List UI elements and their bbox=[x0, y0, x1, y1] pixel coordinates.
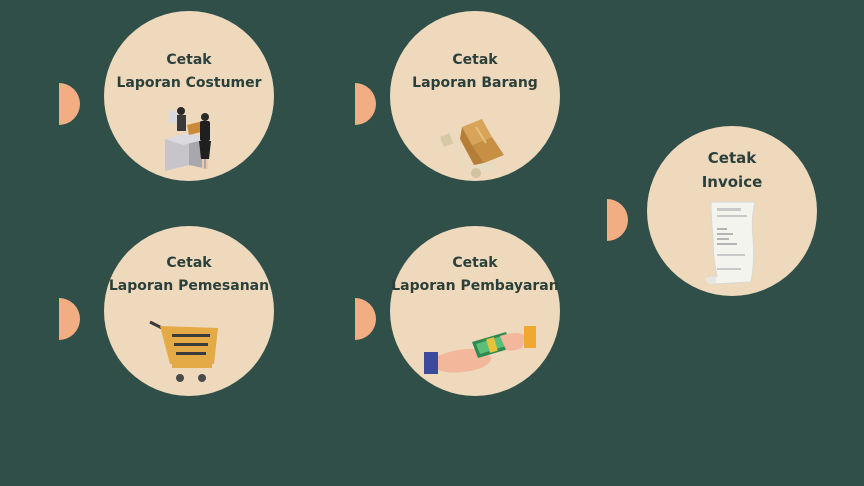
side-tab-barang[interactable] bbox=[355, 83, 376, 125]
side-tab-invoice[interactable] bbox=[607, 199, 628, 241]
card-title-line2: Invoice bbox=[701, 173, 763, 191]
card-title: Cetak Laporan Costumer bbox=[104, 49, 274, 95]
card-title-line1: Cetak bbox=[166, 255, 212, 271]
boxes-trolley-icon bbox=[440, 119, 504, 178]
card-title: Cetak Invoice bbox=[647, 146, 817, 194]
card-laporan-costumer[interactable]: Cetak Laporan Costumer bbox=[104, 11, 274, 181]
side-tab-pembayaran[interactable] bbox=[355, 298, 376, 340]
payment-money-icon bbox=[424, 326, 536, 374]
card-title: Cetak Laporan Pemesanan bbox=[104, 252, 274, 298]
card-title-line1: Cetak bbox=[452, 52, 498, 68]
card-laporan-barang[interactable]: Cetak Laporan Barang bbox=[390, 11, 560, 181]
card-title-line2: Laporan Pembayaran bbox=[391, 278, 559, 294]
card-title-line1: Cetak bbox=[452, 255, 498, 271]
side-tab-pemesanan[interactable] bbox=[59, 298, 80, 340]
card-laporan-pemesanan[interactable]: Cetak Laporan Pemesanan bbox=[104, 226, 274, 396]
card-title-line2: Laporan Barang bbox=[412, 75, 538, 91]
card-title-line1: Cetak bbox=[166, 52, 212, 68]
card-title-line1: Cetak bbox=[707, 149, 757, 167]
card-invoice[interactable]: Cetak Invoice bbox=[647, 126, 817, 296]
card-title-line2: Laporan Costumer bbox=[116, 75, 262, 91]
shopping-cart-icon bbox=[149, 320, 218, 382]
card-title: Cetak Laporan Pembayaran bbox=[390, 252, 560, 298]
card-laporan-pembayaran[interactable]: Cetak Laporan Pembayaran bbox=[390, 226, 560, 396]
receipt-icon bbox=[705, 201, 756, 285]
card-title-line2: Laporan Pemesanan bbox=[108, 278, 270, 294]
side-tab-costumer[interactable] bbox=[59, 83, 80, 125]
customer-service-icon bbox=[165, 107, 211, 171]
card-title: Cetak Laporan Barang bbox=[390, 49, 560, 95]
